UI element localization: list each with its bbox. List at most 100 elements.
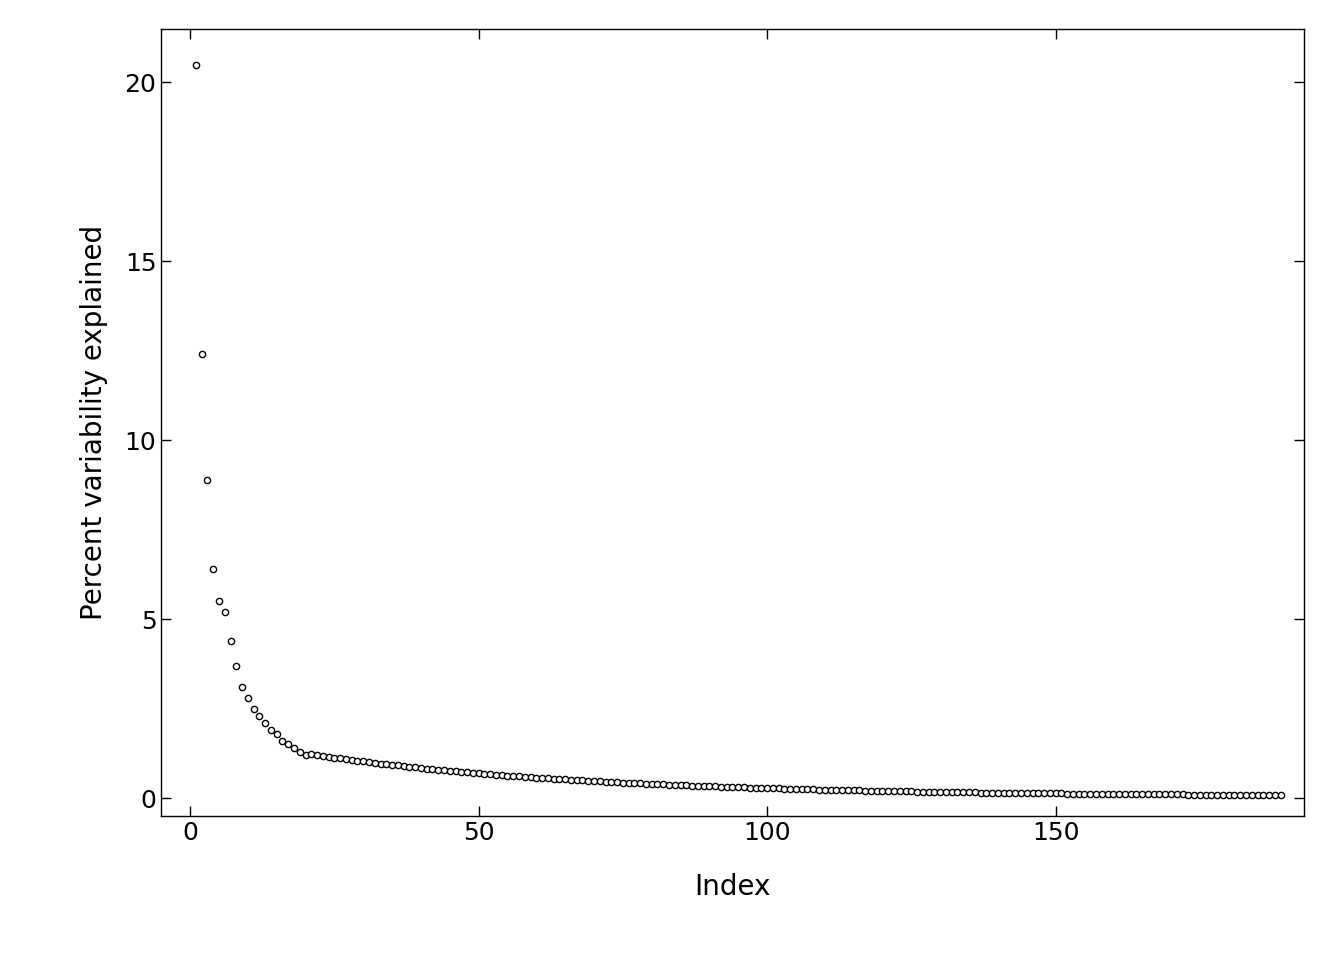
Point bbox=[399, 759, 421, 775]
Point bbox=[203, 562, 224, 577]
Point bbox=[347, 753, 368, 768]
Point bbox=[930, 784, 952, 800]
Point bbox=[923, 784, 945, 800]
Point bbox=[669, 778, 691, 793]
Point bbox=[335, 752, 356, 767]
Point bbox=[1028, 785, 1050, 801]
Point bbox=[1177, 787, 1199, 803]
Point bbox=[324, 750, 345, 765]
Point bbox=[1149, 786, 1171, 802]
Point bbox=[277, 736, 298, 752]
Point bbox=[1126, 786, 1148, 802]
Point bbox=[1016, 785, 1038, 801]
Point bbox=[578, 773, 599, 788]
Point bbox=[312, 748, 333, 763]
Point bbox=[676, 778, 698, 793]
Point bbox=[1109, 786, 1130, 802]
Point bbox=[681, 778, 703, 793]
Point bbox=[1253, 787, 1274, 803]
Point bbox=[1114, 786, 1136, 802]
Point bbox=[878, 783, 899, 799]
Point bbox=[1074, 786, 1095, 802]
Point bbox=[1051, 786, 1073, 802]
Point bbox=[445, 763, 466, 779]
Point bbox=[618, 775, 640, 790]
Point bbox=[503, 768, 524, 783]
Point bbox=[301, 747, 323, 762]
Point bbox=[646, 777, 668, 792]
Point bbox=[1172, 787, 1193, 803]
Point bbox=[981, 785, 1003, 801]
Point bbox=[1247, 787, 1269, 803]
Point bbox=[710, 779, 731, 794]
Point bbox=[745, 780, 766, 796]
Point bbox=[508, 769, 530, 784]
Point bbox=[750, 780, 771, 796]
Point bbox=[652, 777, 673, 792]
Point bbox=[329, 751, 351, 766]
Point bbox=[832, 782, 853, 798]
Point bbox=[538, 771, 559, 786]
Point bbox=[855, 783, 876, 799]
Point bbox=[231, 680, 253, 695]
Point bbox=[271, 733, 293, 749]
Point bbox=[970, 785, 992, 801]
Point bbox=[243, 701, 265, 716]
Point bbox=[191, 347, 212, 362]
Point bbox=[664, 778, 685, 793]
Point bbox=[1212, 787, 1234, 803]
Point bbox=[906, 784, 927, 800]
Point bbox=[387, 757, 409, 773]
Point bbox=[687, 779, 708, 794]
Point bbox=[814, 782, 836, 798]
Point bbox=[415, 761, 437, 777]
Point bbox=[237, 690, 258, 706]
Point bbox=[284, 740, 305, 756]
Point bbox=[1142, 786, 1164, 802]
Point bbox=[1207, 787, 1228, 803]
Point bbox=[1044, 785, 1066, 801]
Point bbox=[249, 708, 270, 724]
Point bbox=[405, 759, 426, 775]
Point bbox=[629, 776, 650, 791]
Point bbox=[589, 774, 610, 789]
Point bbox=[468, 765, 489, 780]
Point bbox=[566, 773, 587, 788]
Point bbox=[820, 782, 841, 798]
Point bbox=[555, 772, 577, 787]
Point bbox=[757, 780, 778, 796]
Point bbox=[1241, 787, 1262, 803]
X-axis label: Index: Index bbox=[695, 873, 770, 900]
Point bbox=[1270, 787, 1292, 803]
Point bbox=[359, 755, 380, 770]
Point bbox=[694, 779, 715, 794]
Point bbox=[913, 784, 934, 800]
Point bbox=[1167, 787, 1188, 803]
Point bbox=[953, 784, 974, 800]
Point bbox=[1230, 787, 1251, 803]
Point bbox=[825, 782, 847, 798]
Point bbox=[1137, 786, 1159, 802]
Point bbox=[797, 781, 818, 797]
Point bbox=[548, 772, 570, 787]
Point bbox=[462, 765, 484, 780]
Point bbox=[935, 784, 957, 800]
Point bbox=[1062, 786, 1083, 802]
Point bbox=[872, 783, 894, 799]
Point bbox=[964, 784, 985, 800]
Point bbox=[762, 780, 784, 796]
Point bbox=[734, 780, 755, 795]
Point bbox=[450, 764, 472, 780]
Point bbox=[214, 605, 235, 620]
Point bbox=[595, 774, 617, 789]
Point bbox=[1200, 787, 1222, 803]
Point bbox=[1132, 786, 1153, 802]
Point bbox=[392, 758, 414, 774]
Point bbox=[727, 780, 749, 795]
Point bbox=[1034, 785, 1055, 801]
Point bbox=[792, 781, 813, 797]
Point bbox=[837, 782, 859, 798]
Point bbox=[364, 756, 386, 771]
Point bbox=[261, 723, 282, 738]
Point bbox=[306, 748, 328, 763]
